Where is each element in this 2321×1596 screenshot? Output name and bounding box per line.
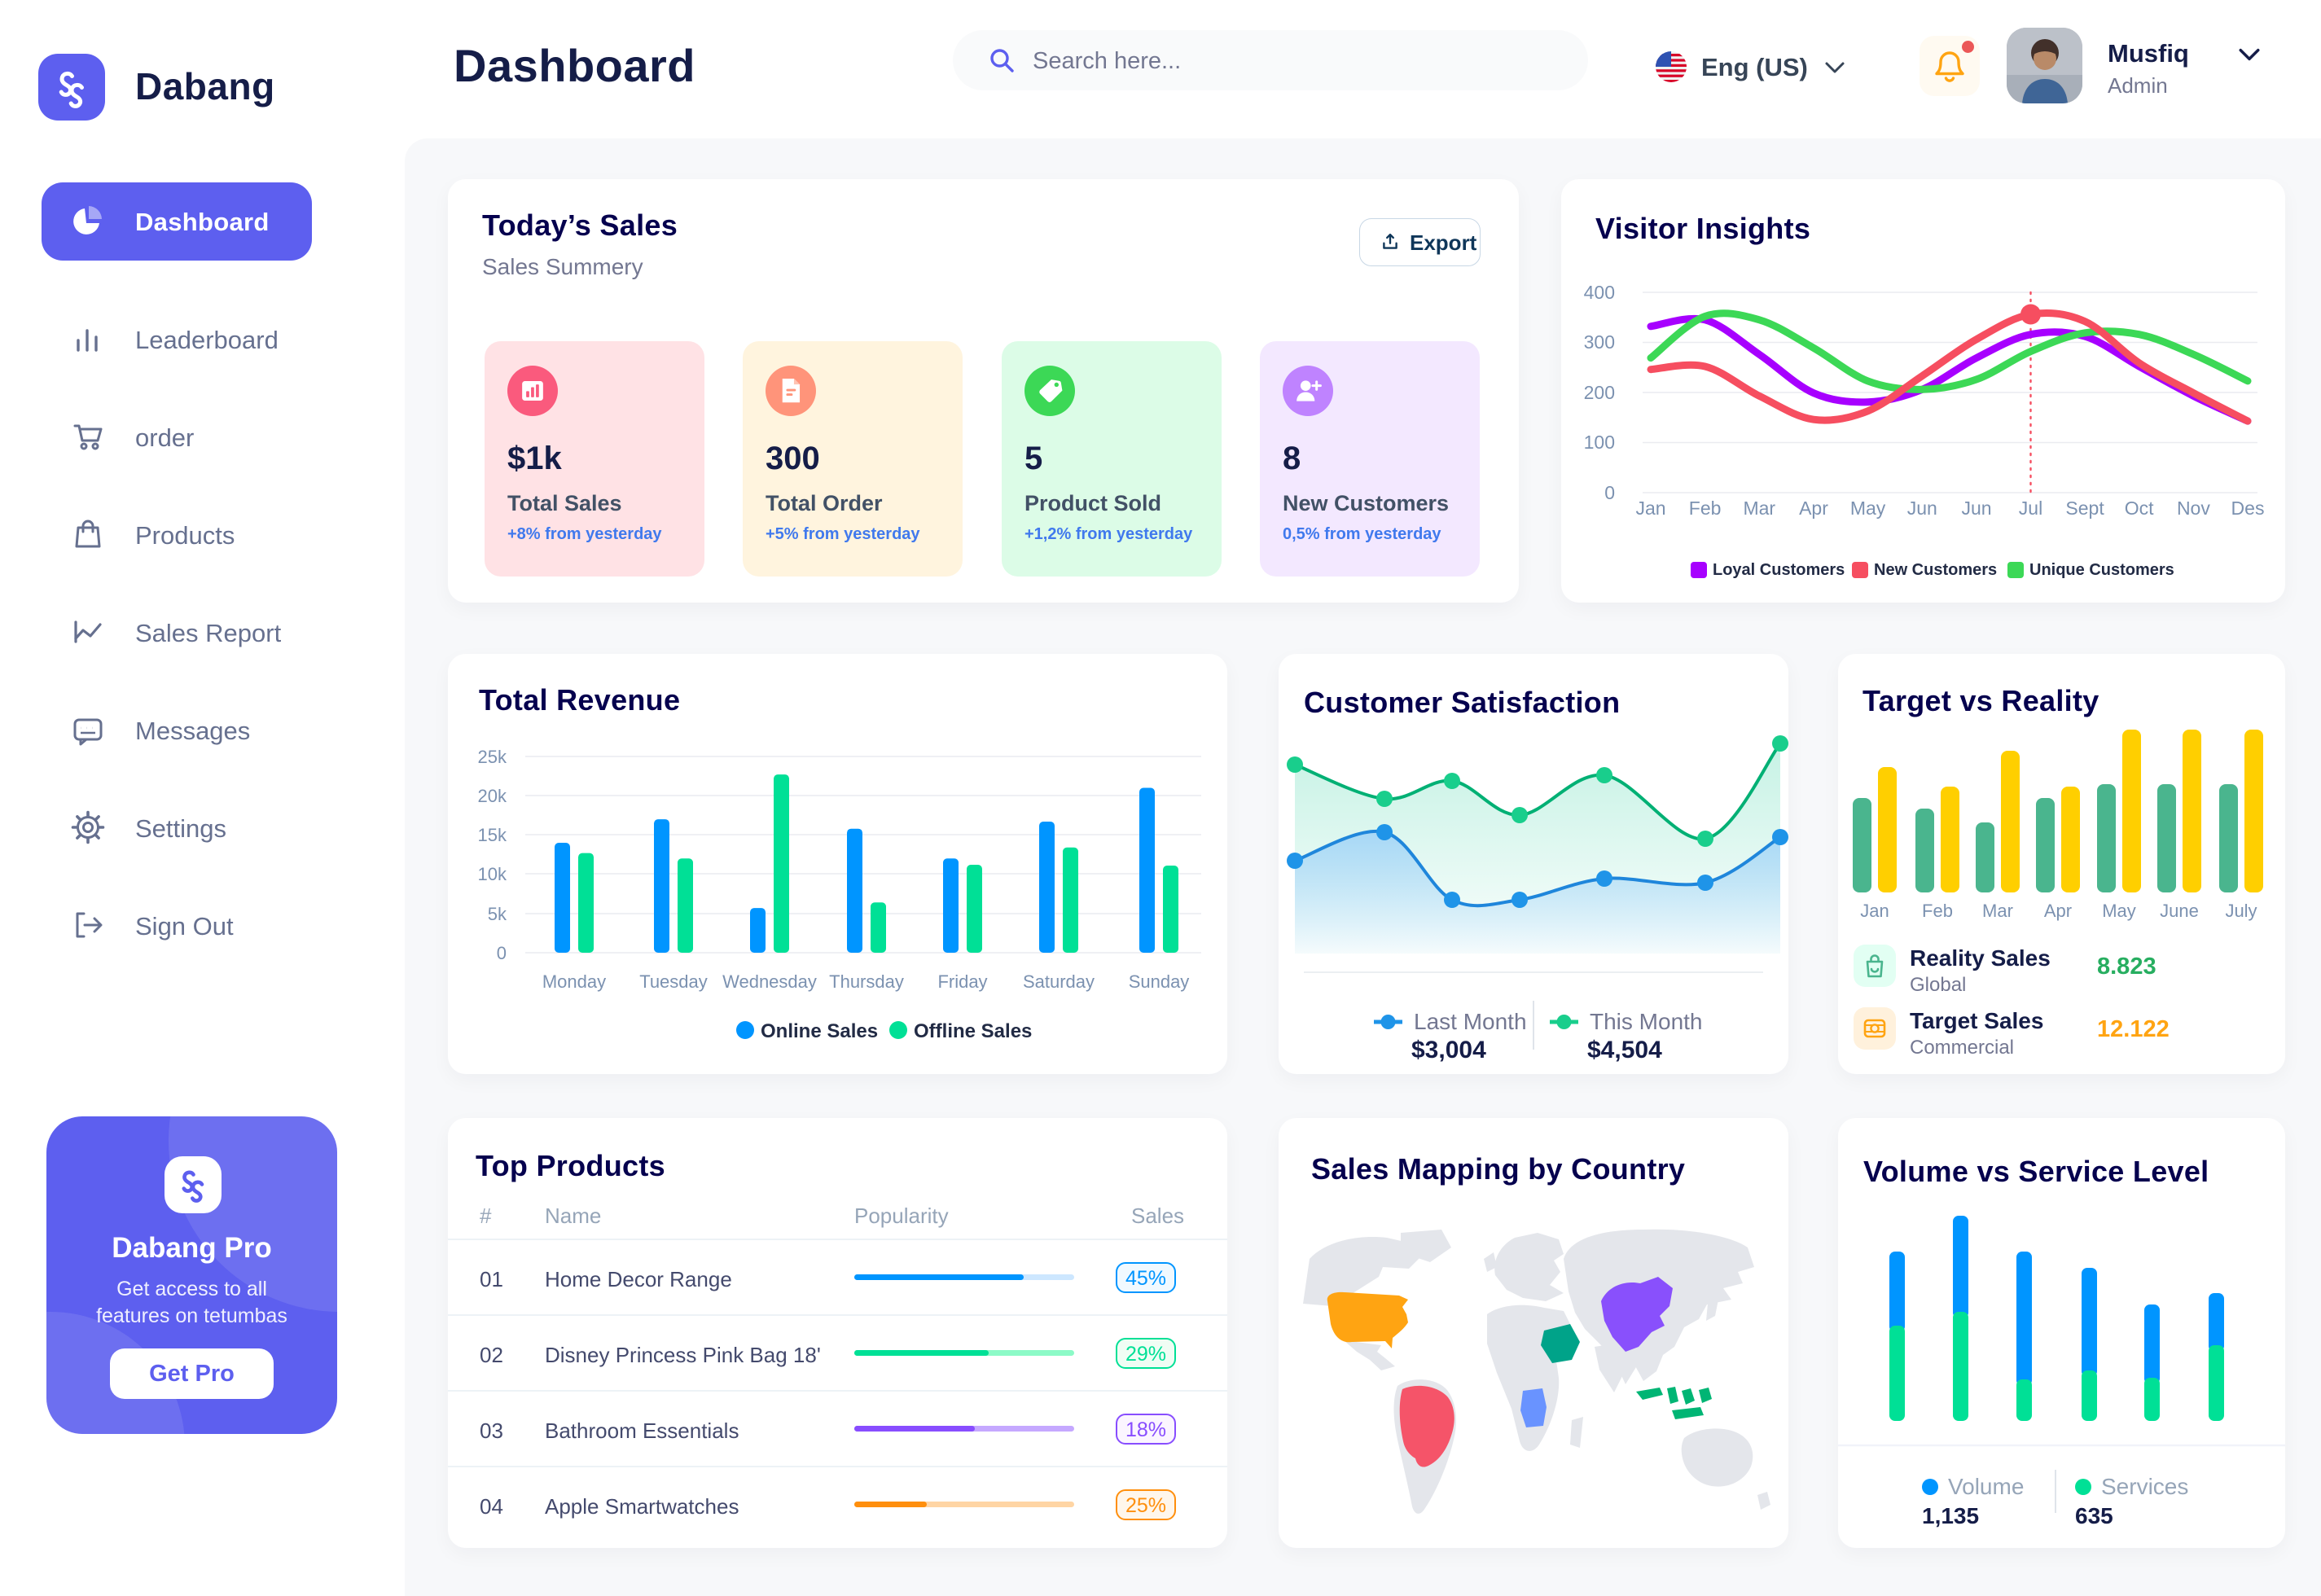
svg-text:Sunday: Sunday: [1129, 971, 1190, 992]
svg-text:Apr: Apr: [1799, 498, 1828, 519]
svg-text:This Month: This Month: [1590, 1009, 1703, 1034]
svg-text:$4,504: $4,504: [1587, 1037, 1662, 1063]
svg-text:Wednesday: Wednesday: [722, 971, 817, 992]
svg-text:Jun: Jun: [1961, 498, 1991, 519]
svg-text:Jul: Jul: [2019, 498, 2042, 519]
svg-text:Services: Services: [2101, 1474, 2188, 1499]
svg-text:Feb: Feb: [1689, 498, 1722, 519]
svg-text:15k: 15k: [478, 825, 507, 845]
svg-text:8.823: 8.823: [2097, 954, 2156, 980]
svg-text:1,135: 1,135: [1922, 1503, 1979, 1528]
svg-text:0: 0: [497, 943, 507, 963]
svg-text:Apr: Apr: [2044, 901, 2072, 921]
svg-text:Jan: Jan: [1860, 901, 1889, 921]
svg-text:Tuesday: Tuesday: [639, 971, 708, 992]
svg-text:Nov: Nov: [2177, 498, 2210, 519]
svg-text:400: 400: [1584, 282, 1615, 303]
svg-text:Volume: Volume: [1948, 1474, 2024, 1499]
svg-text:July: July: [2225, 901, 2257, 921]
svg-text:Oct: Oct: [2125, 498, 2154, 519]
svg-text:Commercial: Commercial: [1910, 1037, 2014, 1059]
svg-text:Global: Global: [1910, 974, 1966, 996]
svg-text:Mar: Mar: [1743, 498, 1775, 519]
svg-text:Des: Des: [2231, 498, 2265, 519]
svg-text:100: 100: [1584, 432, 1615, 453]
svg-text:Target Sales: Target Sales: [1910, 1008, 2043, 1033]
svg-text:12.122: 12.122: [2097, 1016, 2170, 1042]
svg-text:June: June: [2160, 901, 2199, 921]
svg-text:$3,004: $3,004: [1411, 1037, 1486, 1063]
svg-text:Last Month: Last Month: [1414, 1009, 1527, 1034]
svg-text:5k: 5k: [488, 904, 507, 924]
svg-text:25k: 25k: [478, 747, 507, 767]
svg-text:New Customers: New Customers: [1874, 561, 1997, 579]
svg-text:Sept: Sept: [2065, 498, 2104, 519]
svg-text:10k: 10k: [478, 864, 507, 884]
svg-text:Reality Sales: Reality Sales: [1910, 945, 2051, 971]
svg-text:Online Sales: Online Sales: [761, 1020, 878, 1042]
svg-text:Monday: Monday: [542, 971, 606, 992]
svg-text:200: 200: [1584, 382, 1615, 403]
svg-text:Mar: Mar: [1982, 901, 2013, 921]
svg-text:Friday: Friday: [937, 971, 987, 992]
svg-text:Offline Sales: Offline Sales: [914, 1020, 1032, 1042]
svg-text:Saturday: Saturday: [1023, 971, 1095, 992]
svg-text:0: 0: [1604, 482, 1615, 503]
svg-text:Unique Customers: Unique Customers: [2029, 561, 2174, 579]
svg-text:Feb: Feb: [1922, 901, 1953, 921]
svg-text:May: May: [2102, 901, 2136, 921]
svg-text:Jan: Jan: [1635, 498, 1665, 519]
svg-text:Jun: Jun: [1907, 498, 1937, 519]
svg-text:Thursday: Thursday: [829, 971, 904, 992]
svg-text:20k: 20k: [478, 786, 507, 806]
svg-text:May: May: [1850, 498, 1886, 519]
svg-text:300: 300: [1584, 331, 1615, 353]
svg-text:Loyal Customers: Loyal Customers: [1713, 561, 1845, 579]
svg-text:635: 635: [2075, 1503, 2113, 1528]
